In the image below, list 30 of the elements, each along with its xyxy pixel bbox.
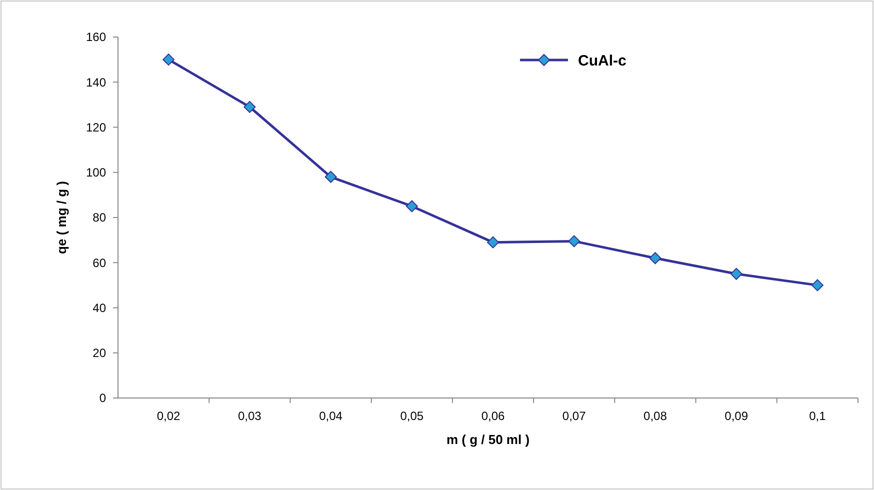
- x-tick-label: 0,07: [562, 409, 586, 423]
- point: [324, 170, 337, 183]
- y-axis-title: qe ( mg / g ): [54, 181, 69, 254]
- point: [568, 235, 580, 248]
- y-tick-label: 160: [86, 30, 106, 44]
- x-tick-label: 0,09: [724, 409, 748, 423]
- point: [406, 200, 418, 212]
- x-tick-label: 0,06: [481, 409, 505, 423]
- y-tick-label: 100: [86, 166, 106, 180]
- point: [649, 252, 662, 264]
- x-axis-title: m ( g / 50 ml ): [446, 432, 530, 447]
- point: [811, 279, 824, 292]
- point: [730, 268, 742, 280]
- x-tick-label: 0,02: [156, 409, 181, 423]
- point: [244, 100, 256, 113]
- x-tick-label: 0,08: [644, 409, 668, 423]
- point: [487, 236, 499, 248]
- y-tick-label: 140: [86, 75, 106, 90]
- legend-label: CuAl-c: [578, 52, 626, 70]
- y-tick-label: 0: [99, 391, 106, 406]
- x-tick-label: 0,04: [319, 409, 343, 423]
- x-tick-label: 0,1: [809, 409, 826, 423]
- y-tick-label: 80: [92, 210, 106, 225]
- y-tick-label: 20: [92, 346, 106, 360]
- point: [162, 54, 175, 66]
- x-tick-label: 0,03: [238, 409, 262, 423]
- y-tick-label: 40: [92, 300, 106, 315]
- x-tick-label: 0,05: [400, 409, 424, 423]
- y-tick-label: 60: [92, 256, 106, 270]
- y-tick-label: 120: [86, 120, 106, 134]
